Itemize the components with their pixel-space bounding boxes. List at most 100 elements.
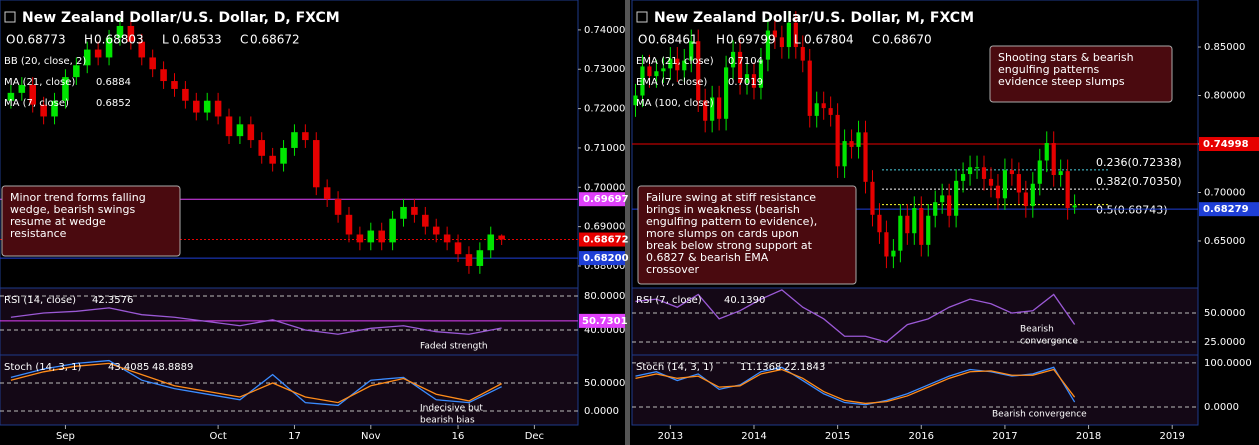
candle-body <box>1002 170 1008 199</box>
indicator-line <box>635 289 1076 343</box>
candle-body <box>800 47 805 61</box>
candle-body <box>947 195 952 216</box>
y-tick-label: 0.74000 <box>584 25 625 36</box>
annotation-text: Indecisive but <box>420 404 483 414</box>
candle-body <box>682 60 687 71</box>
annotation-text: resume at wedge <box>10 215 106 228</box>
candle-body <box>105 37 113 58</box>
panel-title: Stoch (14, 3, 1) <box>636 362 713 373</box>
chart-title: New Zealand Dollar/U.S. Dollar, M, FXCM <box>654 10 974 26</box>
candle-body <box>703 100 708 121</box>
candle-body <box>160 69 167 82</box>
candle-body <box>995 185 1001 199</box>
price-label: 50.7301 <box>582 316 628 327</box>
candle-body <box>138 41 146 58</box>
study-name: MA (100, close) <box>636 98 714 109</box>
ohlc-value: 0.69799 <box>726 33 776 47</box>
panel-frame <box>0 287 579 356</box>
x-tick-label: 2014 <box>741 431 766 442</box>
candle-body <box>487 234 495 251</box>
candle-body <box>432 226 440 235</box>
ohlc-key: L <box>794 33 801 47</box>
y-tick-label: 0.69000 <box>584 222 625 233</box>
ohlc-value: 0.68803 <box>94 33 144 47</box>
annotation-box <box>1 185 181 257</box>
annotation-text: break below strong support at <box>646 239 813 252</box>
chart-title: New Zealand Dollar/U.S. Dollar, D, FXCM <box>22 10 340 26</box>
price-label-bg <box>579 313 625 328</box>
annotation-text: evidence steep slumps <box>998 75 1125 88</box>
x-tick-label: 2016 <box>909 431 934 442</box>
y-tick-label: 50.0000 <box>1204 308 1245 319</box>
candle-body <box>954 180 959 216</box>
y-tick-label: 40.0000 <box>584 325 625 336</box>
ohlc-key: H <box>84 33 93 47</box>
candle-body <box>258 140 266 156</box>
candle-body <box>454 242 462 255</box>
study-value: 0.6884 <box>96 77 131 88</box>
candle-body <box>1009 170 1014 175</box>
study-name: EMA (21, close) <box>636 56 714 67</box>
candle-body <box>863 132 868 182</box>
panel-title: RSI (7, close) <box>636 295 702 306</box>
menu-icon <box>4 11 16 23</box>
candle-body <box>476 250 484 266</box>
annotation-text: Shooting stars & bearish <box>998 51 1134 64</box>
panel-title: RSI (14, close) <box>4 295 76 306</box>
candle-body <box>967 167 973 175</box>
ohlc-key: C <box>872 33 880 47</box>
x-tick-label: Dec <box>525 431 544 442</box>
candle-body <box>182 88 189 101</box>
y-tick-label: 0.68000 <box>584 261 625 272</box>
candle-body <box>1058 171 1063 176</box>
candle-body <box>675 58 680 71</box>
candle-body <box>1051 143 1056 176</box>
candle-body <box>323 187 331 200</box>
y-tick-label: 0.70000 <box>1204 187 1245 198</box>
candle-body <box>116 25 124 38</box>
candle-body <box>640 66 645 96</box>
candle-body <box>988 178 994 186</box>
candle-body <box>647 66 652 77</box>
ohlc-key: O <box>6 33 15 47</box>
y-tick-label: 0.80000 <box>1204 91 1245 102</box>
x-tick-label: 16 <box>452 431 465 442</box>
panel-frame <box>631 287 1199 356</box>
study-name: EMA (7, close) <box>636 77 707 88</box>
annotation-text: engulfing patterns <box>998 63 1100 76</box>
candle-body <box>710 97 715 121</box>
candle-body <box>751 74 757 88</box>
candle-body <box>786 22 791 48</box>
ohlc-key: C <box>240 33 248 47</box>
candle-body <box>149 57 156 70</box>
divider <box>625 0 630 445</box>
y-tick-label: 0.0000 <box>584 406 619 417</box>
candle-body <box>884 232 889 257</box>
fib-label: 0.382(0.70350) <box>1096 175 1182 188</box>
candle-body <box>926 215 931 245</box>
menu-icon <box>636 11 648 23</box>
candle-body <box>422 214 429 227</box>
panel-title: Stoch (14, 3, 1) <box>4 362 81 373</box>
x-tick-label: 2013 <box>658 431 683 442</box>
x-tick-label: 2015 <box>825 431 850 442</box>
candle-body <box>127 25 135 42</box>
price-label-bg <box>579 192 625 207</box>
candle-body <box>302 132 309 141</box>
y-tick-label: 50.0000 <box>584 378 625 389</box>
candle-body <box>814 103 819 116</box>
annotation-text: brings in weakness (bearish <box>646 203 800 216</box>
x-tick-label: Sep <box>56 431 75 442</box>
fib-label: 0.5(0.68743) <box>1096 204 1168 217</box>
annotation-text: convergence <box>1020 337 1078 347</box>
indicator-line <box>10 362 502 404</box>
candle-body <box>793 22 798 48</box>
panel-reading: 48.8889 <box>152 362 193 373</box>
indicator-line <box>635 368 1076 405</box>
candle-body <box>236 124 244 137</box>
candle-body <box>83 49 91 66</box>
price-label: 0.74998 <box>1203 139 1249 150</box>
candle-body <box>465 254 473 266</box>
